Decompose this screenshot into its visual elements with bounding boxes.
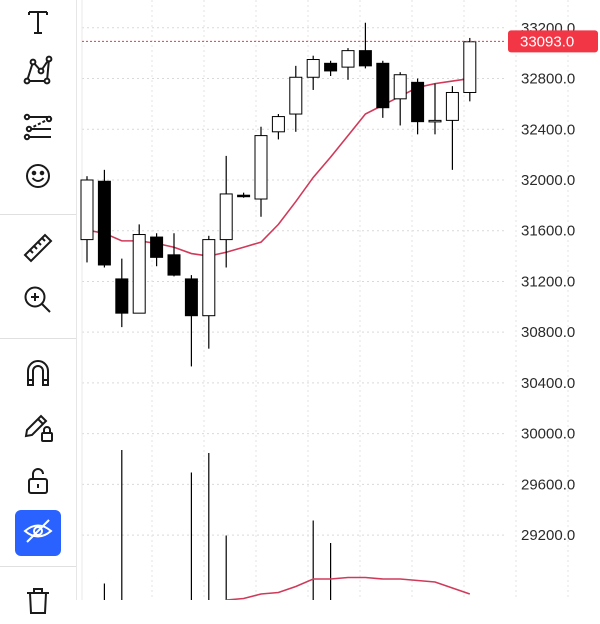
candle-body [271, 116, 285, 133]
candlestick-chart[interactable]: 33200.032800.032400.032000.031600.031200… [0, 0, 600, 600]
y-tick-label: 30400.0 [521, 375, 575, 392]
candle [428, 83, 442, 135]
candle [254, 126, 268, 217]
drawing-toolbar [0, 0, 77, 614]
emoji-tool-button[interactable] [12, 156, 64, 200]
y-tick-label: 30800.0 [521, 324, 575, 341]
y-tick-label: 32800.0 [521, 71, 575, 88]
last-price-tag: 33093.0 [508, 30, 598, 53]
candle [324, 60, 338, 76]
candle-body [219, 193, 233, 241]
candle [237, 192, 251, 198]
candle-body [324, 62, 338, 72]
toolbar-divider [0, 214, 76, 215]
zoom-in-tool-button[interactable] [12, 280, 64, 324]
magnet-tool-button[interactable] [12, 352, 64, 396]
candle [202, 235, 216, 349]
y-tick-label: 29600.0 [521, 476, 575, 493]
toolbar-divider [0, 566, 76, 567]
candle [150, 233, 164, 267]
pattern-tool-button[interactable] [12, 50, 64, 94]
zoom-in-icon [21, 283, 55, 322]
forecast-tool-button[interactable] [12, 104, 64, 148]
candle-body [463, 41, 477, 93]
candle [393, 72, 407, 126]
y-tick-label: 30000.0 [521, 426, 575, 443]
candle-body [132, 234, 146, 314]
price-axis[interactable]: 33200.032800.032400.032000.031600.031200… [521, 20, 575, 544]
candle [411, 78, 425, 135]
candle [306, 55, 320, 90]
candle [97, 169, 111, 268]
candle [184, 275, 198, 367]
candle [167, 233, 181, 277]
candle-body [254, 135, 268, 200]
candle-body [445, 91, 459, 121]
candle-body [97, 180, 111, 266]
candle-body [115, 278, 129, 314]
y-tick-label: 29200.0 [521, 527, 575, 544]
candle [132, 224, 146, 314]
lock-drawings-tool-button[interactable] [12, 406, 64, 450]
candle-body [167, 254, 181, 276]
candle-body [393, 74, 407, 100]
delete-tool-button[interactable] [12, 580, 64, 624]
toolbar-divider [0, 338, 76, 339]
candle [271, 114, 285, 140]
ruler-icon [21, 231, 55, 270]
eye-crossed-icon [21, 514, 55, 553]
y-tick-label: 31200.0 [521, 273, 575, 290]
candle [341, 48, 355, 80]
y-tick-label: 32400.0 [521, 121, 575, 138]
measure-tool-button[interactable] [12, 228, 64, 272]
candle [80, 176, 94, 263]
candle-body [306, 59, 320, 78]
candle-body [80, 179, 94, 241]
candle [358, 22, 372, 69]
trash-icon [21, 583, 55, 622]
y-tick-label: 32000.0 [521, 172, 575, 189]
moving-averages [89, 77, 471, 600]
candle [219, 155, 233, 268]
candle [289, 65, 303, 132]
text-icon [21, 5, 55, 44]
candle-body [358, 50, 372, 67]
candle-body [376, 62, 390, 109]
forecast-icon [21, 107, 55, 146]
smiley-icon [21, 159, 55, 198]
lock-tool-button[interactable] [12, 460, 64, 504]
candle-body [341, 50, 355, 68]
candle-body [428, 119, 442, 123]
candles [80, 22, 477, 367]
hide-drawings-tool-button[interactable] [15, 510, 61, 556]
candle-body [411, 81, 425, 123]
pattern-icon [21, 53, 55, 92]
text-tool-button[interactable] [12, 2, 64, 46]
candle [445, 86, 459, 170]
y-tick-label: 31600.0 [521, 223, 575, 240]
magnet-icon [21, 355, 55, 394]
volume-bars [103, 450, 332, 600]
candle-body [289, 76, 303, 115]
candle [376, 60, 390, 118]
candle [115, 258, 129, 328]
pencil-lock-icon [21, 409, 55, 448]
candle [463, 37, 477, 102]
candle-body [237, 194, 251, 198]
lock-open-icon [21, 463, 55, 502]
volume-moving-average-line [226, 576, 471, 600]
candle-body [184, 278, 198, 317]
grid [81, 0, 569, 600]
candle-body [202, 239, 216, 317]
candle-body [150, 236, 164, 258]
last-price-label: 33093.0 [520, 33, 574, 50]
